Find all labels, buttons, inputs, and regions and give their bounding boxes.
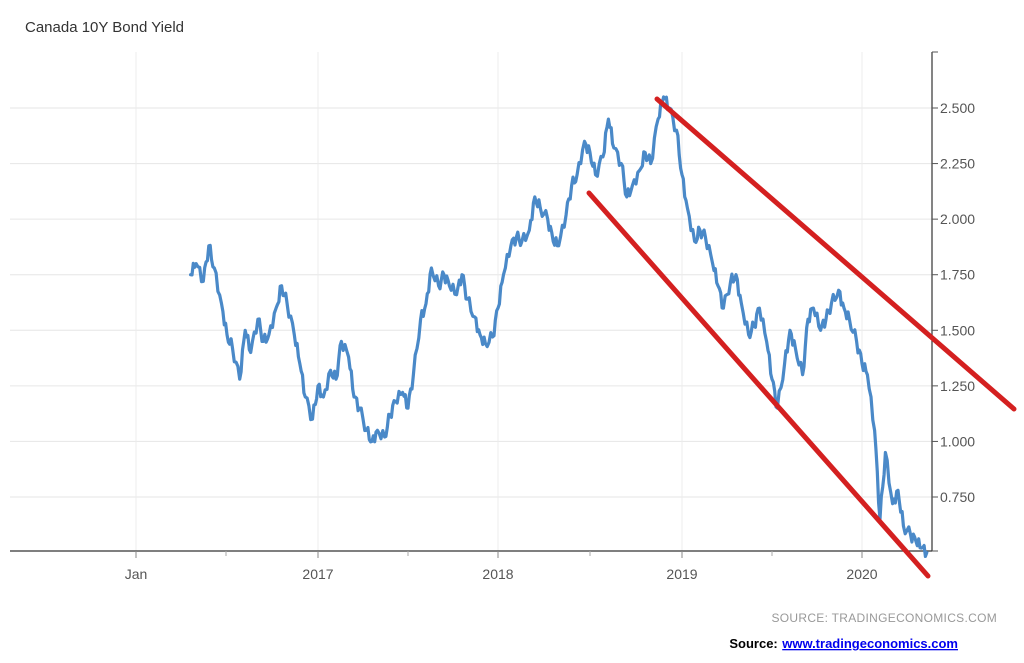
x-tick-label: 2020 [846, 566, 877, 582]
x-tick-label: 2019 [666, 566, 697, 582]
source-tradingeconomics: SOURCE: TRADINGECONOMICS.COM [771, 611, 997, 625]
upper-trend-line [654, 96, 1017, 412]
y-axis-ticks: 2.500 2.250 2.000 1.750 1.500 1.250 1.000 0.750 [932, 51, 975, 552]
axes [10, 52, 933, 552]
x-tick-label: 2018 [482, 566, 513, 582]
y-tick-label: 1.000 [940, 433, 975, 449]
source-label: Source: [729, 636, 777, 651]
y-tick-label: 1.750 [940, 267, 975, 283]
grid-lines [10, 52, 932, 551]
source-link[interactable]: www.tradingeconomics.com [781, 636, 958, 651]
x-tick-label: 2017 [302, 566, 333, 582]
y-tick-label: 0.750 [940, 489, 975, 505]
chart-title: Canada 10Y Bond Yield [25, 19, 184, 36]
series-line [189, 95, 929, 558]
source-footnote: Source: www.tradingeconomics.com [729, 635, 958, 652]
y-tick-label: 1.500 [940, 322, 975, 338]
lower-trend-line [586, 190, 931, 579]
y-tick-label: 2.000 [940, 211, 975, 227]
y-tick-label: 2.500 [940, 100, 975, 116]
x-tick-label: Jan [125, 566, 148, 582]
y-tick-label: 1.250 [940, 378, 975, 394]
x-axis-ticks: Jan 2017 2018 2019 2020 [125, 551, 878, 582]
y-tick-label: 2.250 [940, 156, 975, 172]
